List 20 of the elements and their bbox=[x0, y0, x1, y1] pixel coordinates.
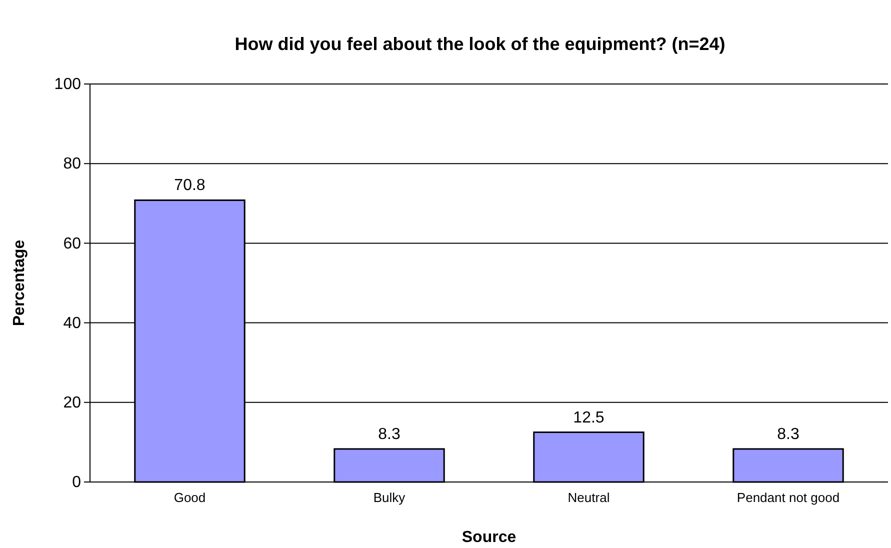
x-axis-title: Source bbox=[462, 529, 516, 546]
bar bbox=[533, 432, 644, 483]
y-axis-title: Percentage bbox=[11, 240, 28, 326]
bar bbox=[334, 448, 445, 483]
y-tick-label: 20 bbox=[63, 394, 82, 412]
x-tick-label: Pendant not good bbox=[736, 490, 840, 505]
chart-title: How did you feel about the look of the equipment? (n=24) bbox=[234, 34, 726, 54]
y-tick-label: 80 bbox=[63, 156, 82, 173]
y-tick-label: 40 bbox=[63, 314, 82, 332]
x-tick-label: Neutral bbox=[568, 490, 610, 505]
x-tick-label: Good bbox=[174, 490, 206, 505]
y-tick-label: 100 bbox=[54, 76, 82, 94]
y-tick-label: 0 bbox=[72, 474, 82, 492]
x-tick-label: Bulky bbox=[373, 490, 406, 505]
y-tick-label: 60 bbox=[63, 235, 82, 252]
data-label: 8.3 bbox=[777, 426, 800, 443]
data-label: 12.5 bbox=[573, 409, 604, 426]
data-label: 70.8 bbox=[174, 177, 206, 194]
bar bbox=[732, 448, 844, 483]
data-label: 8.3 bbox=[378, 426, 400, 443]
